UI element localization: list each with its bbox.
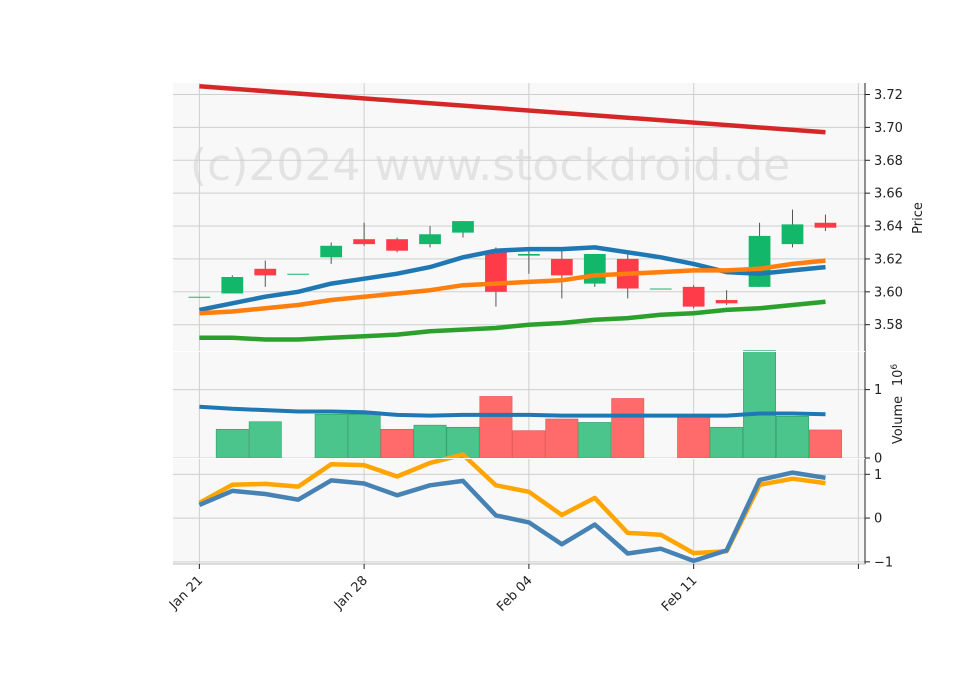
x-tick-label: Jan 28 [331, 573, 371, 613]
price-axis-label: Price [911, 202, 926, 234]
volume-bar [215, 428, 249, 459]
candle-body [320, 245, 343, 258]
panel-price-background [173, 83, 865, 351]
volume-bar [809, 429, 842, 459]
oscillator-panel [198, 452, 826, 564]
y-tick-label: 0 [874, 452, 882, 467]
volume-bar [512, 430, 546, 459]
candle-body [221, 277, 244, 294]
candle-body [452, 221, 474, 233]
candle-body [188, 296, 211, 298]
y-tick-label: 3.72 [874, 88, 903, 103]
price-overlay-line [199, 84, 826, 135]
volume-bar [578, 422, 612, 459]
x-tick-label: Feb 04 [494, 573, 536, 615]
volume-bar [545, 418, 579, 459]
y-tick-label: 0 [874, 512, 882, 527]
y-tick-label: 3.60 [874, 285, 903, 300]
volume-bar [413, 424, 447, 459]
y-tick-label: 3.64 [874, 220, 903, 235]
candle-body [814, 222, 837, 228]
candle-body [287, 273, 310, 275]
y-tick-label: 1 [874, 468, 882, 483]
candle-body [781, 224, 804, 245]
candle-body [518, 253, 540, 256]
y-tick-label: 3.62 [874, 252, 903, 267]
candle-body [419, 234, 441, 245]
volume-bar [314, 413, 348, 459]
x-tick-label: Feb 11 [659, 573, 701, 615]
candle-body [748, 235, 771, 287]
candle-body [715, 300, 738, 304]
oscillator-line [198, 470, 826, 564]
price-overlay-line [199, 258, 826, 316]
panel-oscillator-background [173, 459, 865, 564]
y-tick-label: 3.58 [874, 318, 903, 333]
volume-axis-scale-exponent: 6 [890, 364, 900, 370]
y-tick-label: 3.68 [874, 154, 903, 169]
y-tick-label: 1 [874, 383, 882, 398]
volume-bar [677, 415, 711, 459]
candle-body [550, 258, 573, 276]
y-tick-label: 3.70 [874, 121, 903, 136]
volume-bar [611, 398, 645, 459]
volume-axis-label: Volume [891, 396, 906, 444]
grid-layer [173, 83, 865, 564]
x-tick-label: Jan 21 [166, 573, 206, 613]
candle-body [254, 268, 277, 276]
watermark: (c)2024 www.stockdroid.de [190, 140, 790, 191]
candle-body [353, 239, 375, 245]
candle-body [386, 239, 408, 251]
volume-panel [199, 350, 842, 459]
volume-bar [347, 413, 381, 459]
candle-body [682, 286, 705, 307]
volume-bar [710, 426, 744, 459]
price-panel [188, 84, 837, 342]
volume-bar [380, 428, 414, 459]
candle-body [583, 253, 606, 284]
volume-bar [776, 415, 809, 459]
price-overlay-line [199, 299, 826, 342]
volume-axis-scale: 106 [890, 364, 906, 387]
volume-bar [743, 350, 776, 459]
volume-average-line [199, 404, 826, 418]
y-tick-label: −1 [874, 555, 893, 570]
y-tick-label: 3.66 [874, 187, 903, 202]
candle-body [649, 288, 672, 290]
volume-bar [479, 396, 513, 459]
volume-bar [248, 421, 282, 459]
